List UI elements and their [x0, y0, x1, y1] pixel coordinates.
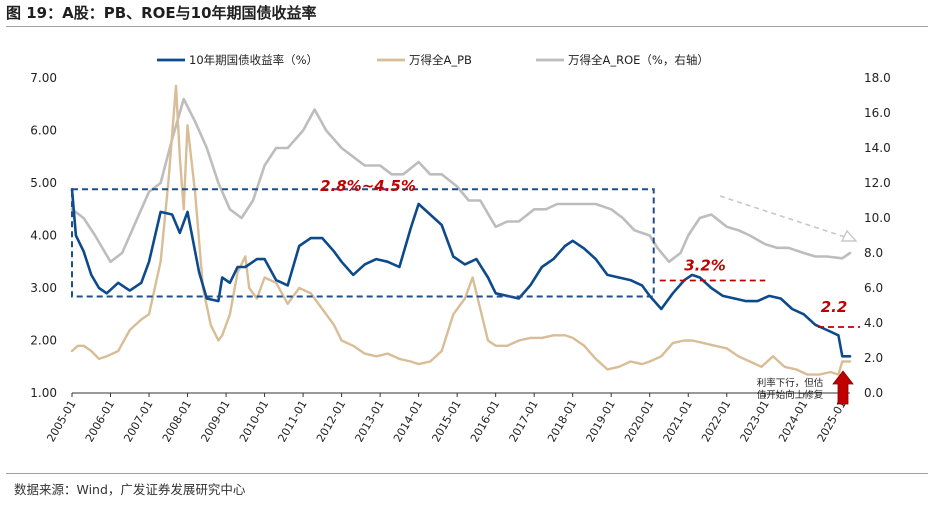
y-left-tick-label: 6.00 [30, 124, 57, 138]
x-tick-label: 2014-01 [391, 398, 425, 444]
roe-trend-arrow-shaft [719, 195, 849, 239]
source-divider [6, 473, 928, 474]
x-tick-label: 2006-01 [83, 398, 117, 444]
y-left-tick-label: 4.00 [30, 229, 57, 243]
y-right-tick-label: 10.0 [864, 211, 891, 225]
y-right-tick-label: 6.0 [864, 281, 883, 295]
note-line-1: 利率下行，但估 [757, 377, 824, 389]
x-tick-label: 2009-01 [198, 398, 232, 444]
y-right-tick-label: 14.0 [864, 141, 891, 155]
chart: 2005-01 2006-01 2007-01 2008-01 2009-01 2010-… [30, 53, 891, 444]
pb-series [70, 84, 852, 376]
y-right-tick-label: 4.0 [864, 316, 883, 330]
x-tick-label: 2019-01 [584, 398, 618, 444]
roe-series [70, 97, 852, 264]
y-right-tick-label: 12.0 [864, 176, 891, 190]
x-tick-label: 2011-01 [275, 398, 309, 444]
legend-bond-yield-label: 10年期国债收益率（%） [189, 53, 318, 67]
y-left-tick-label: 2.00 [30, 334, 57, 348]
x-tick-label: 2022-01 [699, 398, 733, 444]
pb-line [70, 84, 852, 376]
source-note: 数据来源：Wind，广发证券发展研究中心 [14, 482, 246, 497]
bond-yield-line [70, 188, 852, 358]
note-line-2: 值开始向上修复 [757, 389, 824, 401]
x-tick-label: 2018-01 [545, 398, 579, 444]
x-tick-label: 2023-01 [738, 398, 772, 444]
figure-title: 图 19：A股：PB、ROE与10年期国债收益率 [6, 4, 317, 22]
x-tick-label: 2017-01 [507, 398, 541, 444]
title-divider [6, 26, 928, 27]
y-left-tick-label: 1.00 [30, 386, 57, 400]
y-left-tick-label: 7.00 [30, 71, 57, 85]
legend-pb-label: 万得全A_PB [409, 53, 472, 67]
y-right-tick-label: 8.0 [864, 246, 883, 260]
y-right-tick-label: 16.0 [864, 106, 891, 120]
x-tick-label: 2005-01 [44, 398, 78, 444]
x-tick-label: 2013-01 [352, 398, 386, 444]
x-tick-label: 2021-01 [661, 398, 695, 444]
y-right-tick-label: 18.0 [864, 71, 891, 85]
roe-line [70, 97, 852, 264]
x-tick-label: 2020-01 [622, 398, 656, 444]
x-tick-label: 2010-01 [237, 398, 271, 444]
legend-roe-label: 万得全A_ROE（%，右轴） [568, 53, 709, 67]
box-range-label: 2.8%~4.5% [320, 177, 416, 195]
x-tick-label: 2025-01 [815, 398, 849, 444]
roe-trend-arrowhead [840, 229, 858, 242]
y-right-tick-label: 2.0 [864, 351, 883, 365]
level-label-2021: 3.2% [684, 257, 726, 275]
x-tick-label: 2007-01 [121, 398, 155, 444]
y-left-tick-label: 3.00 [30, 281, 57, 295]
x-tick-label: 2024-01 [776, 398, 810, 444]
x-tick-label: 2015-01 [430, 398, 464, 444]
valuation-up-arrow [832, 370, 854, 405]
x-tick-label: 2008-01 [160, 398, 194, 444]
yield-range-box [71, 188, 655, 298]
x-tick-label: 2016-01 [468, 398, 502, 444]
bond-yield-series [70, 188, 852, 358]
legend: 10年期国债收益率（%） 万得全A_PB 万得全A_ROE（%，右轴） [157, 53, 709, 67]
level-label-2025: 2.2 [821, 298, 848, 316]
x-tick-label: 2012-01 [314, 398, 348, 444]
y-left-tick-label: 5.00 [30, 176, 57, 190]
y-right-tick-label: 0.0 [864, 386, 883, 400]
